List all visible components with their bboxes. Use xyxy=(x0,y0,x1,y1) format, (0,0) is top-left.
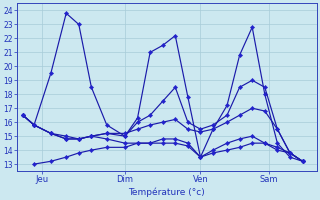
X-axis label: Température (°c): Température (°c) xyxy=(129,187,205,197)
